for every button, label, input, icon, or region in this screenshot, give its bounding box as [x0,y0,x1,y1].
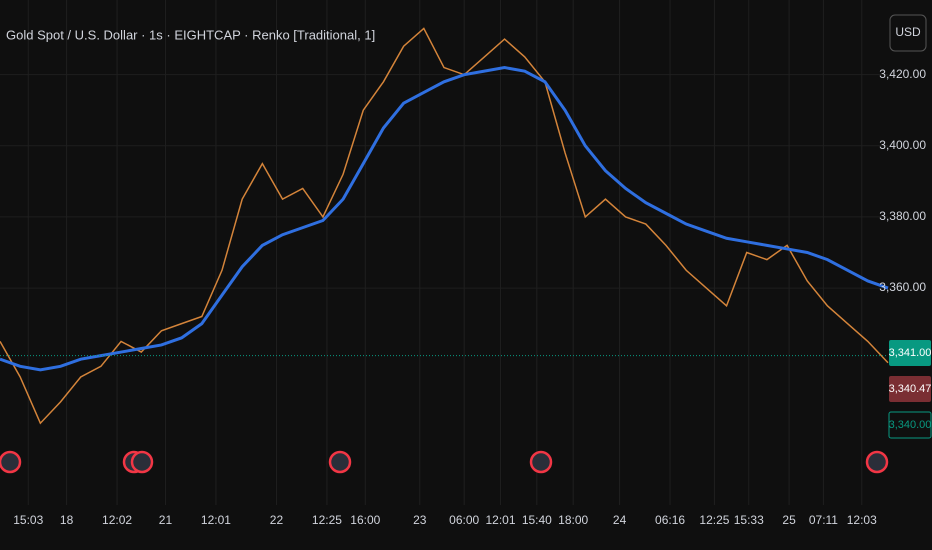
currency-button[interactable] [889,14,927,52]
x-tick-label: 07:11 [809,513,838,527]
x-tick-label: 15:33 [734,513,764,527]
x-tick-label: 12:25 [699,513,729,527]
price-tag [888,411,932,439]
x-tick-label: 06:16 [655,513,685,527]
x-tick-label: 18:00 [558,513,588,527]
event-icons [0,450,889,474]
x-tick-label: 12:01 [201,513,231,527]
price-tag-label: 3,340.47 [889,383,932,395]
y-tick-label: 3,360.00 [879,280,926,294]
x-tick-label: 15:03 [13,513,43,527]
x-tick-label: 18 [60,513,74,527]
x-tick-label: 12:03 [847,513,877,527]
price-tag-label: 3,341.00 [889,347,932,359]
y-tick-label: 3,400.00 [879,138,926,152]
currency-label[interactable]: USD [895,25,921,39]
x-tick-label: 12:25 [312,513,342,527]
x-tick-label: 23 [413,513,427,527]
price-tag-label: 3,340.00 [889,419,932,431]
price-tag [889,340,931,366]
y-tick-label: 3,380.00 [879,209,926,223]
x-tick-label: 06:00 [449,513,479,527]
x-tick-label: 15:40 [522,513,552,527]
x-tick-label: 22 [270,513,284,527]
x-tick-label: 12:01 [485,513,515,527]
x-tick-label: 24 [613,513,627,527]
y-tick-label: 3,420.00 [879,67,926,81]
x-tick-label: 21 [159,513,173,527]
series-line [0,66,889,372]
x-tick-label: 12:02 [102,513,132,527]
price-tag [889,376,931,402]
series-line [0,27,889,425]
chart-title: Gold Spot / U.S. Dollar · 1s · EIGHTCAP … [6,27,375,42]
x-tick-label: 25 [782,513,796,527]
x-tick-label: 16:00 [350,513,380,527]
